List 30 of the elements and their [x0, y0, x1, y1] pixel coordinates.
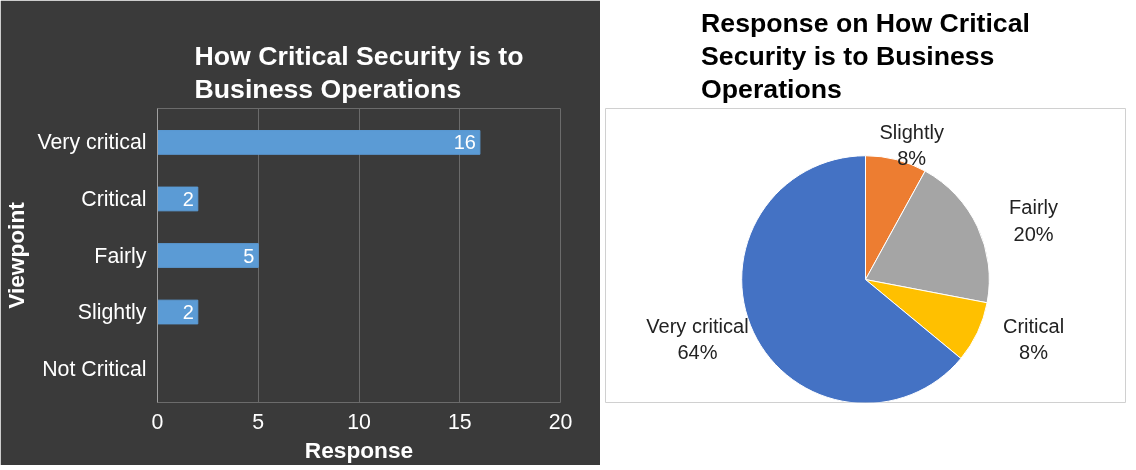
chart-title: How Critical Security is to Business Operations — [194, 40, 524, 104]
slice-label: Critical — [1002, 314, 1065, 337]
slice-label: Slightly — [879, 120, 944, 143]
y-tick-label: Slightly — [77, 300, 147, 325]
data-label: 8% — [1019, 340, 1049, 363]
y-tick-label: Fairly — [94, 243, 147, 268]
x-tick-label: 15 — [447, 409, 472, 434]
data-label: 64% — [677, 340, 718, 363]
x-axis-title: Response — [304, 436, 414, 463]
y-tick-label: Not Critical — [42, 356, 147, 381]
bar — [157, 186, 199, 212]
x-tick-label: 10 — [347, 409, 371, 434]
x-tick-label: 5 — [252, 409, 265, 434]
bar — [157, 243, 259, 268]
chart-title: Response on How Critical Security is to Business Operations — [701, 7, 1030, 104]
bar — [157, 299, 199, 325]
data-label: 8% — [897, 147, 927, 170]
x-tick-label: 20 — [548, 409, 573, 434]
y-tick-label: Critical — [81, 186, 147, 211]
data-label: 16 — [453, 131, 476, 154]
data-label: 20% — [1013, 222, 1054, 245]
y-axis-title: Viewpoint — [3, 201, 30, 309]
data-label: 5 — [243, 244, 255, 267]
y-tick-label: Very critical — [37, 130, 147, 155]
bar — [157, 130, 481, 155]
data-label: 2 — [182, 301, 194, 324]
data-label: 2 — [182, 187, 194, 210]
slice-label: Very critical — [646, 314, 749, 337]
x-tick-label: 0 — [151, 409, 164, 434]
slice-label: Fairly — [1009, 196, 1058, 219]
